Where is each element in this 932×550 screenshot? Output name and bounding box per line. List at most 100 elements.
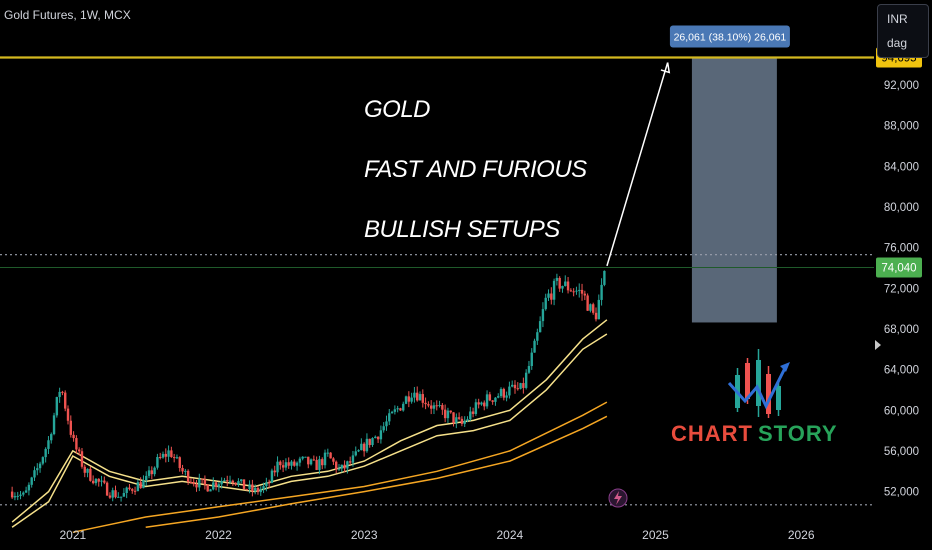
- candle-body: [326, 452, 330, 454]
- candle-body: [100, 480, 103, 482]
- candle-body: [259, 489, 262, 493]
- candle-body: [435, 405, 438, 407]
- logo-text-chart: CHART: [671, 421, 753, 446]
- candle-body: [156, 456, 159, 468]
- candle-body: [153, 467, 156, 475]
- y-tick-label: 76,000: [884, 243, 919, 255]
- candle-body: [566, 281, 570, 291]
- candle-body: [231, 480, 235, 483]
- currency-code: INR: [887, 12, 908, 26]
- candle-body: [44, 448, 47, 458]
- candle-body: [343, 464, 346, 469]
- y-tick-label: 60,000: [884, 405, 919, 417]
- lightning-icon[interactable]: [608, 488, 628, 508]
- y-tick-label: 92,000: [884, 80, 919, 92]
- candle-body: [36, 468, 39, 471]
- candle-body: [586, 295, 589, 311]
- candle-body: [89, 468, 92, 481]
- candle-body: [592, 304, 595, 313]
- x-tick-label: 2026: [788, 528, 815, 542]
- candle-body: [119, 496, 123, 498]
- candle-body: [276, 461, 279, 473]
- y-tick-label: 64,000: [884, 365, 919, 377]
- candle-body: [455, 417, 458, 424]
- candle-body: [578, 289, 581, 291]
- candle-body: [550, 293, 553, 300]
- candle-body: [499, 388, 503, 397]
- candle-body: [38, 463, 42, 469]
- candle-body: [217, 484, 221, 487]
- last-price-tag: [876, 257, 922, 278]
- candle-body: [510, 384, 514, 387]
- candle-body: [441, 405, 444, 410]
- y-tick-label: 68,000: [884, 324, 919, 336]
- candle-body: [256, 487, 260, 493]
- candle-body: [24, 490, 28, 493]
- candle-body: [469, 411, 472, 420]
- candle-body: [242, 479, 246, 490]
- y-tick-label: 84,000: [884, 161, 919, 173]
- candle-body: [463, 420, 466, 424]
- candle-body: [530, 352, 533, 367]
- candle-body: [594, 312, 598, 320]
- candle-body: [184, 470, 187, 472]
- candle-body: [376, 436, 380, 440]
- candle-body: [533, 340, 536, 353]
- candle-body: [52, 415, 56, 435]
- candle-body: [329, 452, 332, 459]
- candle-body: [136, 482, 140, 492]
- candle-body: [393, 409, 397, 412]
- candle-body: [544, 297, 547, 310]
- expand-arrow-icon[interactable]: [875, 340, 881, 350]
- candle-body: [270, 470, 274, 483]
- x-tick-label: 2024: [496, 528, 523, 542]
- candle-body: [69, 420, 73, 435]
- candle-body: [117, 496, 120, 498]
- candle-body: [552, 280, 556, 300]
- candle-body: [80, 451, 84, 467]
- candle-body: [536, 332, 539, 341]
- candle-body: [368, 438, 371, 446]
- candle-body: [22, 492, 25, 495]
- candle-body: [485, 394, 489, 407]
- candle-body: [421, 394, 424, 403]
- candle-body: [50, 434, 53, 441]
- candle-body: [200, 478, 204, 480]
- measure-label-box: [669, 25, 790, 48]
- candle-body: [597, 299, 600, 320]
- candle-body: [357, 450, 360, 452]
- candle-body: [508, 386, 511, 396]
- candle-body: [547, 293, 550, 298]
- candle-body: [379, 430, 383, 440]
- candle-body: [323, 452, 327, 466]
- candle-body: [16, 495, 19, 497]
- candle-body: [404, 396, 408, 404]
- candle-body: [234, 482, 237, 485]
- candle-body: [432, 405, 436, 409]
- candle-body: [502, 388, 506, 398]
- candle-body: [55, 397, 59, 416]
- candle-body: [438, 405, 441, 407]
- candle-body: [348, 461, 352, 463]
- candle-body: [304, 456, 307, 458]
- candle-body: [382, 426, 385, 431]
- symbol-title[interactable]: Gold Futures, 1W, MCX: [4, 8, 131, 22]
- logo-text-story: STORY: [758, 421, 838, 446]
- candle-body: [410, 397, 413, 402]
- x-tick-label: 2022: [205, 528, 232, 542]
- candle-body: [13, 496, 17, 498]
- annotation-line-2: FAST AND FURIOUS: [364, 156, 587, 183]
- candle-body: [122, 492, 126, 497]
- candle-body: [522, 383, 525, 388]
- currency-unit-selector[interactable]: INR dag: [877, 4, 929, 58]
- candle-body: [524, 372, 528, 388]
- candle-body: [159, 456, 162, 458]
- candle-body: [290, 461, 293, 466]
- candle-body: [427, 404, 430, 406]
- annotation-line-3: BULLISH SETUPS: [364, 216, 560, 243]
- candle-body: [480, 402, 483, 405]
- candle-body: [161, 453, 165, 458]
- candle-body: [237, 481, 240, 485]
